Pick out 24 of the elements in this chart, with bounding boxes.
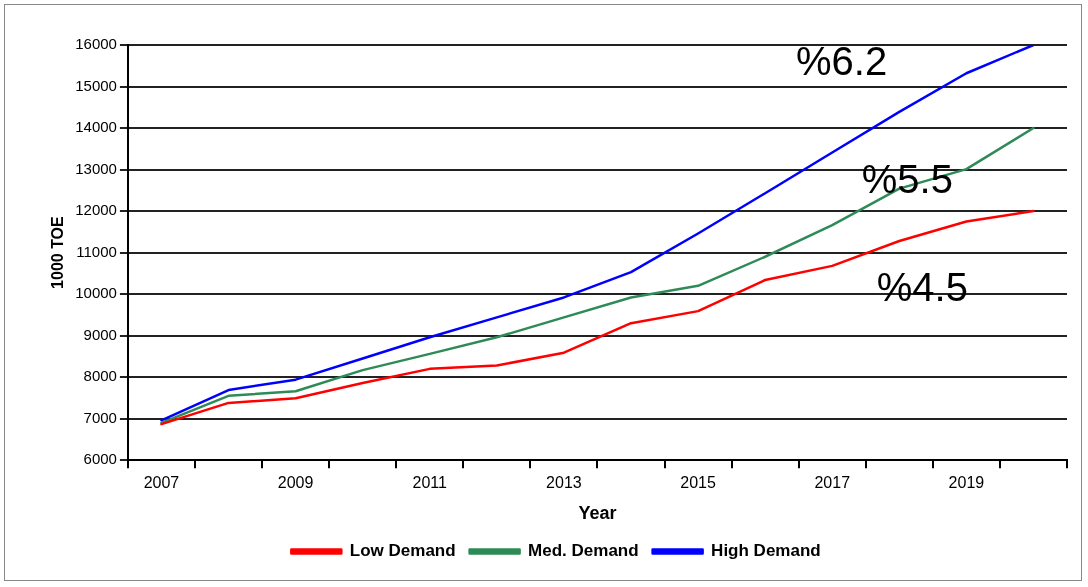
y-tick-label: 15000	[75, 76, 117, 94]
y-tick-label: 9000	[83, 325, 117, 343]
x-axis-title: Year	[578, 503, 617, 524]
x-tick-label: 2019	[948, 474, 985, 492]
y-tick-label: 11000	[76, 242, 117, 260]
x-tick-label: 2009	[277, 474, 314, 492]
x-tick-label: 2013	[546, 474, 582, 492]
y-tick-label: 14000	[75, 118, 117, 136]
y-tick-label: 10000	[75, 284, 117, 302]
annotation: %6.2	[796, 38, 888, 83]
y-tick-label: 13000	[75, 159, 117, 177]
legend-label: Low Demand	[349, 541, 456, 561]
x-tick-label: 2015	[680, 474, 716, 492]
y-tick-label: 8000	[83, 367, 117, 385]
x-tick-label: 2011	[412, 474, 448, 492]
x-tick-label: 2017	[814, 474, 851, 492]
y-tick-label: 16000	[75, 35, 117, 53]
legend-label: High Demand	[711, 541, 821, 561]
legend-label: Med. Demand	[528, 541, 639, 561]
x-tick-label: 2007	[143, 474, 180, 492]
y-axis-title: 1000 TOE	[49, 215, 67, 289]
y-tick-label: 6000	[83, 450, 117, 468]
y-tick-label: 12000	[75, 201, 117, 219]
y-tick-label: 7000	[83, 408, 117, 426]
